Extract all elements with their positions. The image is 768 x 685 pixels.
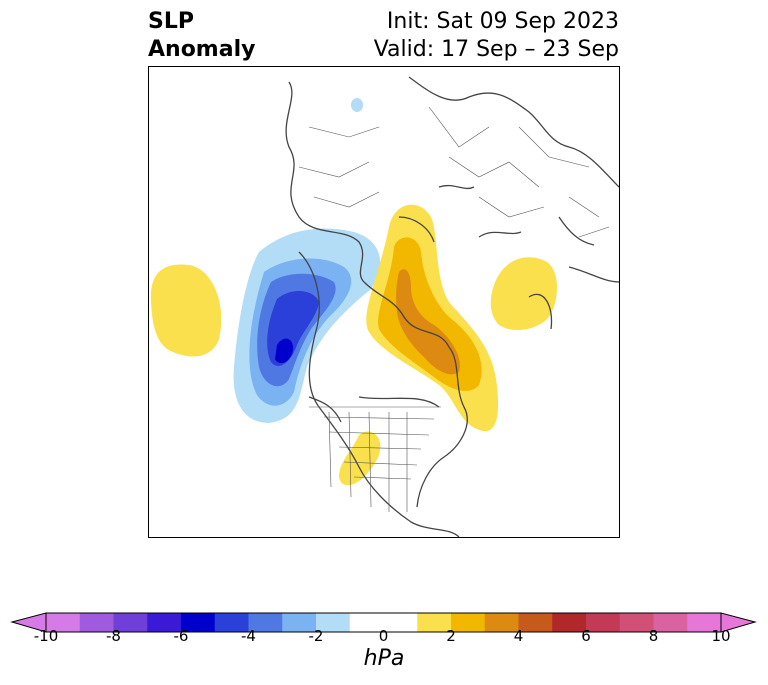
- colorbar-unit-label: hPa: [363, 646, 405, 671]
- valid-range: Valid: 17 Sep – 23 Sep: [373, 37, 619, 62]
- colorbar-segment: [79, 613, 114, 632]
- coastlines: [285, 76, 619, 537]
- colorbar-segment: [113, 613, 148, 632]
- colorbar-segment: [417, 613, 452, 632]
- init-date: Init: Sat 09 Sep 2023: [386, 9, 619, 34]
- colorbar-segment: [518, 613, 553, 632]
- title-variable-line2: Anomaly: [148, 37, 256, 62]
- colorbar-tick-label: -6: [173, 627, 189, 645]
- colorbar-tick-label: -10: [33, 627, 59, 645]
- anomaly-blue-small: [351, 98, 363, 112]
- colorbar-tick-label: -2: [308, 627, 324, 645]
- colorbar-tick-label: 0: [378, 627, 389, 645]
- colorbar-segment: [586, 613, 621, 632]
- title-variable: SLP: [148, 9, 194, 34]
- colorbar-tick-label: 10: [711, 627, 731, 645]
- chart-title: SLP Anomaly: [148, 8, 255, 64]
- anomaly-blue-level5: [275, 338, 294, 364]
- colorbar-segment: [214, 613, 249, 632]
- anomaly-us-yellow: [339, 431, 381, 486]
- colorbar-segment: [451, 613, 486, 632]
- colorbar-segment: [619, 613, 654, 632]
- colorbar-segment: [687, 613, 722, 632]
- colorbar-segment: [248, 613, 283, 632]
- colorbar-tick-label: -4: [241, 627, 256, 645]
- colorbar-tick-label: 6: [581, 627, 591, 645]
- chart-dates: Init: Sat 09 Sep 2023 Valid: 17 Sep – 23…: [374, 8, 619, 64]
- map-panel: [148, 66, 620, 538]
- colorbar-segment: [316, 613, 351, 632]
- colorbar-segment: [484, 613, 519, 632]
- anomaly-siberia-yellow: [490, 257, 557, 331]
- anomaly-greenland-orange: [396, 269, 460, 375]
- colorbar-tick-label: 4: [513, 627, 524, 645]
- colorbar-segment: [282, 613, 317, 632]
- anomaly-pacific-yellow: [150, 264, 222, 357]
- map-svg: [150, 76, 619, 537]
- political-borders: [298, 106, 610, 512]
- colorbar-outline: [45, 612, 722, 633]
- colorbar-segment: [46, 613, 81, 632]
- colorbar-tick-label: -8: [106, 627, 121, 645]
- colorbar-segment: [349, 613, 384, 632]
- colorbar-segment: [653, 613, 688, 632]
- colorbar-segment: [147, 613, 182, 632]
- colorbar-tick-label: 2: [446, 627, 456, 645]
- colorbar-segment: [552, 613, 587, 632]
- colorbar-segment: [181, 613, 216, 632]
- colorbar-segment: [383, 613, 418, 632]
- colorbar: [10, 612, 757, 633]
- colorbar-tick-label: 8: [648, 627, 659, 645]
